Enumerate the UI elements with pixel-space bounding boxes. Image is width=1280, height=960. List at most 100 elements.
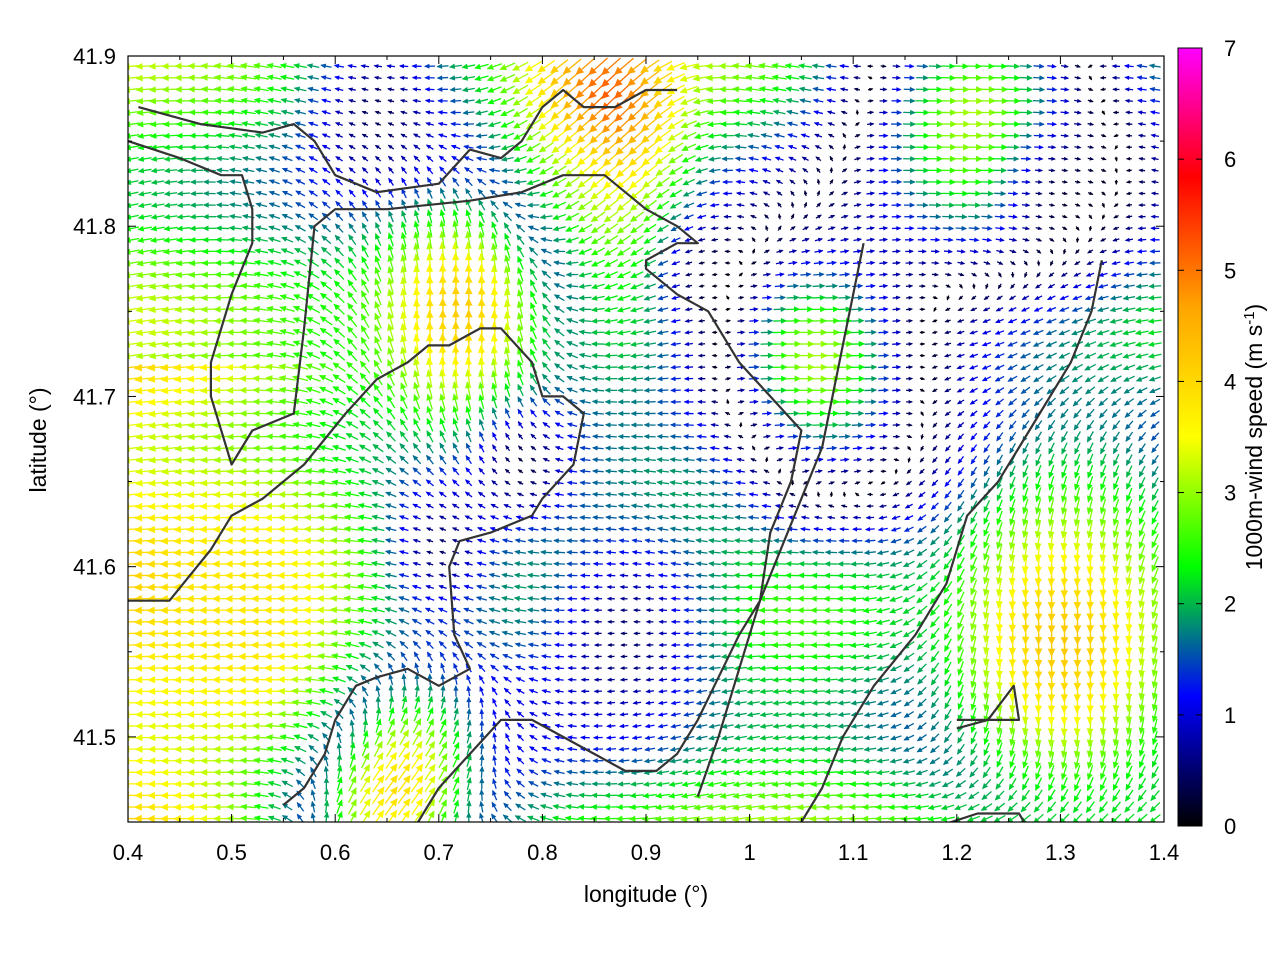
wind-arrow bbox=[1098, 801, 1108, 814]
wind-arrow bbox=[591, 769, 604, 775]
wind-arrow bbox=[1086, 789, 1095, 803]
wind-arrow bbox=[706, 792, 723, 799]
wind-arrow bbox=[1086, 765, 1094, 781]
wind-arrow bbox=[479, 800, 485, 813]
wind-arrow bbox=[504, 767, 511, 777]
wind-arrow bbox=[410, 763, 424, 781]
wind-arrow bbox=[1087, 777, 1094, 792]
wind-arrow bbox=[253, 769, 269, 776]
wind-arrow bbox=[616, 804, 632, 811]
wind-arrow bbox=[578, 781, 592, 787]
wind-arrow bbox=[492, 789, 498, 801]
wind-arrow bbox=[982, 778, 992, 790]
wind-arrow bbox=[1074, 777, 1081, 792]
wind-arrow bbox=[603, 815, 619, 822]
wind-arrow bbox=[967, 803, 980, 811]
wind-arrow bbox=[718, 804, 736, 811]
wind-arrow bbox=[1072, 801, 1082, 814]
wind-arrow bbox=[848, 792, 865, 799]
wind-arrow bbox=[515, 803, 526, 811]
wind-arrow bbox=[1035, 765, 1042, 780]
wind-arrow bbox=[384, 786, 398, 804]
wind-arrow bbox=[995, 778, 1005, 790]
wind-arrow bbox=[466, 811, 472, 822]
wind-arrow bbox=[553, 769, 565, 775]
wind-arrow bbox=[466, 800, 472, 813]
wind-arrow bbox=[656, 769, 670, 776]
wind-arrow bbox=[744, 804, 762, 811]
wind-arrow bbox=[553, 781, 566, 787]
wind-arrow bbox=[629, 804, 645, 811]
wind-arrow bbox=[603, 804, 619, 810]
wind-arrow bbox=[954, 804, 968, 811]
wind-arrow bbox=[310, 812, 316, 822]
wind-arrow bbox=[955, 767, 966, 777]
wind-arrow bbox=[680, 804, 697, 811]
wind-arrow bbox=[1151, 778, 1160, 791]
wind-arrow bbox=[692, 815, 710, 822]
wind-arrow bbox=[1099, 765, 1107, 781]
wind-arrow bbox=[982, 766, 991, 779]
wind-arrow bbox=[1073, 789, 1082, 803]
wind-arrow bbox=[641, 815, 658, 822]
wind-arrow bbox=[253, 815, 269, 822]
wind-arrow bbox=[411, 798, 423, 816]
wind-arrow bbox=[874, 815, 891, 822]
wind-arrow bbox=[359, 798, 371, 816]
wind-arrow bbox=[966, 815, 981, 822]
wind-arrow bbox=[968, 779, 979, 789]
wind-arrow bbox=[994, 790, 1005, 801]
wind-arrow bbox=[253, 792, 269, 799]
wind-arrow bbox=[757, 815, 776, 822]
wind-arrow bbox=[565, 781, 579, 787]
wind-arrow bbox=[502, 814, 513, 822]
wind-arrow bbox=[1124, 801, 1135, 813]
wind-arrow bbox=[253, 780, 269, 787]
wind-arrow bbox=[323, 788, 330, 802]
wind-arrow bbox=[226, 768, 244, 776]
wind-arrow bbox=[398, 809, 411, 822]
wind-arrow bbox=[1033, 801, 1044, 813]
wind-arrow bbox=[732, 769, 748, 776]
wind-arrow bbox=[336, 799, 343, 814]
wind-arrow bbox=[1020, 801, 1031, 813]
wind-arrow bbox=[336, 810, 343, 822]
wind-arrow bbox=[492, 778, 497, 789]
wind-arrow bbox=[564, 804, 579, 810]
wind-arrow bbox=[226, 803, 244, 811]
wind-arrow bbox=[281, 791, 293, 799]
wind-arrow bbox=[1048, 765, 1055, 781]
wind-arrow bbox=[745, 769, 761, 776]
wind-arrow bbox=[940, 816, 955, 822]
wind-arrow bbox=[323, 799, 330, 814]
wind-arrow bbox=[1138, 765, 1146, 780]
wind-arrow bbox=[1085, 801, 1095, 814]
wind-arrow bbox=[372, 775, 385, 793]
wind-arrow bbox=[719, 792, 736, 799]
wind-arrow bbox=[527, 792, 539, 799]
wind-arrow bbox=[888, 792, 904, 799]
wind-arrow bbox=[680, 792, 697, 799]
wind-arrow bbox=[336, 787, 343, 803]
wind-arrow bbox=[281, 780, 294, 788]
wind-arrow bbox=[372, 809, 385, 822]
wind-arrow bbox=[1125, 789, 1134, 802]
wind-arrow bbox=[591, 781, 605, 787]
wind-arrow bbox=[296, 813, 305, 822]
wind-arrow bbox=[295, 768, 306, 777]
wind-arrow bbox=[771, 769, 787, 776]
wind-arrow bbox=[902, 769, 916, 776]
wind-arrow bbox=[590, 804, 606, 810]
wind-arrow bbox=[397, 786, 411, 804]
wind-arrow bbox=[1125, 777, 1134, 791]
wind-arrow bbox=[667, 815, 684, 822]
wind-arrow bbox=[526, 815, 540, 822]
wind-arrow bbox=[240, 803, 257, 810]
wind-arrow bbox=[849, 781, 865, 787]
wind-arrow bbox=[578, 792, 592, 799]
wind-arrow bbox=[797, 769, 813, 776]
wind-arrow bbox=[267, 803, 281, 810]
wind-arrow bbox=[1009, 765, 1017, 780]
wind-arrow bbox=[784, 781, 801, 788]
wind-arrow bbox=[980, 815, 993, 822]
